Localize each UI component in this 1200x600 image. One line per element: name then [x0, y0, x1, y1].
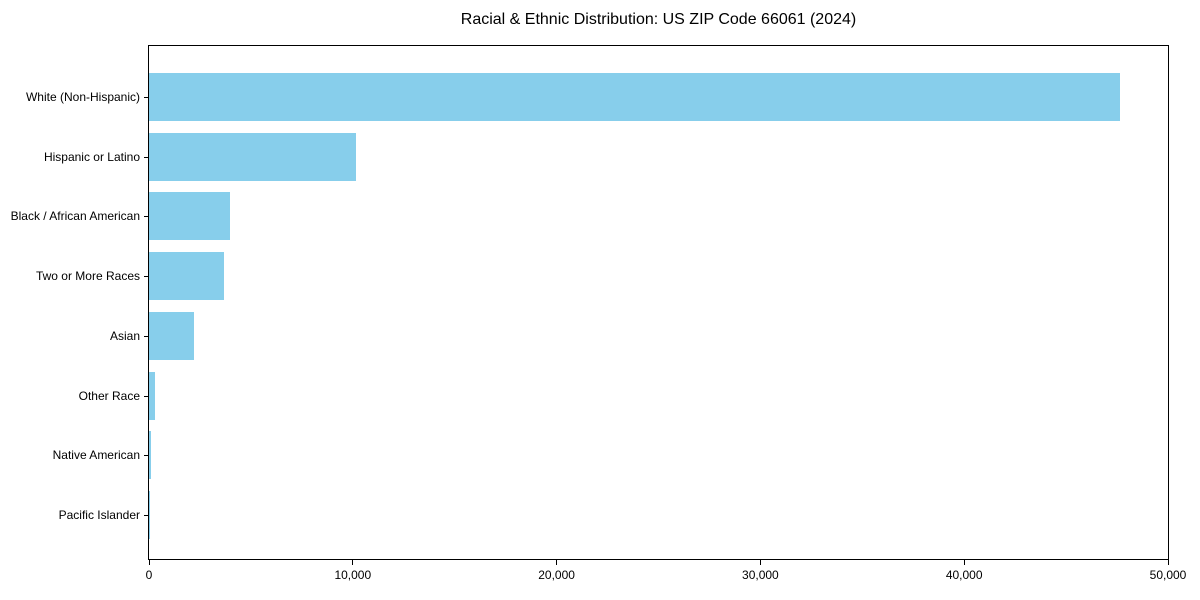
x-tick-mark	[556, 560, 558, 565]
bar-two-or-more-races	[149, 252, 224, 301]
y-tick-label: Hispanic or Latino	[43, 149, 140, 164]
y-tick-mark	[144, 455, 148, 457]
x-tick-label: 10,000	[334, 568, 372, 582]
chart-title: Racial & Ethnic Distribution: US ZIP Cod…	[460, 11, 857, 28]
x-tick-label: 0	[145, 568, 153, 582]
x-tick-mark	[148, 560, 150, 565]
y-tick-mark	[144, 156, 148, 158]
bar-black-african-american	[149, 192, 230, 241]
y-tick-label: Pacific Islander	[58, 508, 140, 523]
y-tick-mark	[144, 515, 148, 517]
plot-area	[148, 45, 1169, 560]
x-tick-label: 20,000	[538, 568, 575, 582]
x-tick-label: 40,000	[945, 568, 983, 582]
bar-white-non-hispanic	[149, 73, 1121, 121]
x-tick-mark	[1167, 560, 1169, 565]
x-tick-mark	[759, 560, 761, 565]
bar-pacific-islander	[149, 491, 150, 540]
x-tick-mark	[963, 560, 965, 565]
y-tick-label: White (Non-Hispanic)	[25, 90, 140, 104]
x-tick-label: 30,000	[742, 568, 779, 582]
bar-native-american	[149, 431, 152, 480]
y-tick-mark	[144, 335, 148, 337]
x-tick-label: 50,000	[1149, 568, 1187, 582]
y-tick-mark	[144, 395, 148, 397]
bar-other-race	[149, 371, 156, 420]
y-tick-label: Two or More Races	[35, 269, 140, 284]
y-tick-label: Asian	[109, 328, 140, 343]
y-tick-mark	[144, 276, 148, 278]
bar-asian	[149, 311, 194, 360]
y-tick-label: Black / African American	[10, 209, 140, 224]
y-tick-label: Native American	[52, 448, 140, 463]
y-tick-label: Other Race	[78, 388, 140, 403]
x-tick-mark	[352, 560, 354, 565]
y-tick-mark	[144, 97, 148, 98]
y-tick-mark	[144, 216, 148, 218]
bar-hispanic-or-latino	[149, 132, 357, 181]
